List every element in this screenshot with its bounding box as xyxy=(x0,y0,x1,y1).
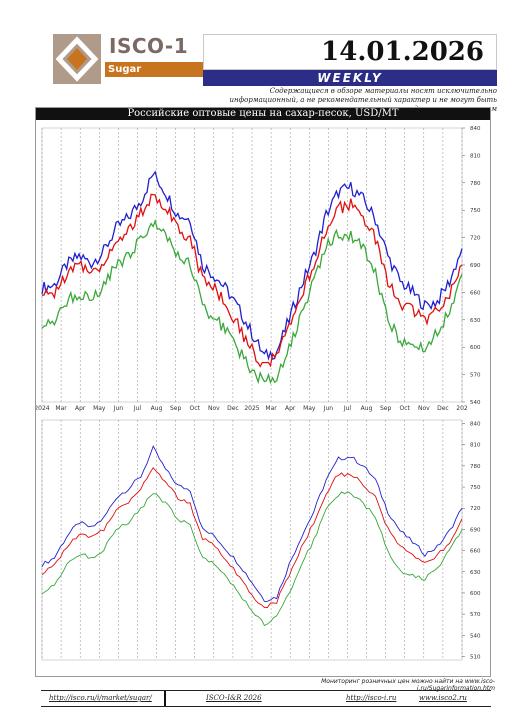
logo-subtitle: Sugar Monitoring xyxy=(105,62,203,90)
x-tick-label: Nov xyxy=(208,405,220,412)
y-tick-label: 600 xyxy=(470,591,481,597)
y-tick-label: 690 xyxy=(470,527,481,533)
y-tick-label: 660 xyxy=(470,290,481,296)
x-tick-label: Mar xyxy=(265,405,277,412)
footer-bar: http://isco.ru/i/market/sugar/ ISCO-I&R … xyxy=(41,690,491,707)
weekly-banner: WEEKLY xyxy=(203,70,497,86)
x-tick-label: Jul xyxy=(343,405,352,412)
footer-divider xyxy=(164,691,166,706)
x-tick-label: 2024 xyxy=(36,405,50,412)
y-tick-label: 780 xyxy=(470,464,481,470)
y-tick-label: 630 xyxy=(470,318,481,324)
series-high-line-1 xyxy=(41,170,463,361)
y-tick-label: 690 xyxy=(470,263,481,269)
footer-link-market[interactable]: http://isco.ru/i/market/sugar/ xyxy=(49,694,152,702)
footer-copyright: ISCO-I&R 2026 xyxy=(206,694,262,702)
y-tick-label: 810 xyxy=(470,443,481,449)
y-tick-label: 570 xyxy=(470,373,481,379)
y-tick-label: 780 xyxy=(470,181,481,187)
series-mid-line-2 xyxy=(41,466,463,608)
y-tick-label: 840 xyxy=(470,422,481,428)
x-tick-label: Oct xyxy=(190,405,201,412)
series-high-line-2 xyxy=(41,445,463,602)
x-tick-label: Apr xyxy=(75,405,86,412)
x-tick-label: Nov xyxy=(418,405,430,412)
x-tick-label: Oct xyxy=(400,405,411,412)
logo-emblem-icon xyxy=(53,34,101,84)
x-tick-label: Sep xyxy=(380,405,392,412)
x-tick-label: Aug xyxy=(151,405,163,412)
chart-title: Российские оптовые цены на сахар-песок, … xyxy=(36,108,490,120)
x-tick-label: Jul xyxy=(133,405,142,412)
x-tick-label: Jun xyxy=(113,405,124,412)
isco-logo: ISCO-1 Sugar Monitoring xyxy=(53,34,203,90)
logo-title: ISCO-1 xyxy=(109,34,189,58)
y-tick-label: 750 xyxy=(470,485,481,491)
y-tick-label: 510 xyxy=(470,654,481,660)
y-tick-label: 840 xyxy=(470,126,481,132)
x-tick-label: Mar xyxy=(55,405,67,412)
y-tick-label: 630 xyxy=(470,570,481,576)
x-tick-label: May xyxy=(93,405,106,412)
y-tick-label: 720 xyxy=(470,236,481,242)
series-low-line-1 xyxy=(41,218,463,385)
series-low-line-2 xyxy=(41,491,463,627)
report-date-bar: 14.01.2026 xyxy=(203,34,497,70)
footer-link-site2[interactable]: www.isco2.ru xyxy=(419,694,467,702)
footnote: Мониторинг розничных цен можно найти на … xyxy=(321,678,495,692)
x-tick-label: 202 xyxy=(456,405,468,412)
x-tick-label: Aug xyxy=(361,405,373,412)
y-tick-label: 660 xyxy=(470,549,481,555)
y-tick-label: 720 xyxy=(470,506,481,512)
chart-panel: Российские оптовые цены на сахар-песок, … xyxy=(35,107,491,677)
x-tick-label: Dec xyxy=(437,405,449,412)
series-mid-line-1 xyxy=(41,193,463,368)
x-tick-label: May xyxy=(303,405,316,412)
x-tick-label: Dec xyxy=(227,405,239,412)
x-tick-label: 2025 xyxy=(244,405,259,412)
x-tick-label: Apr xyxy=(285,405,296,412)
price-charts: 2024 Mar Apr May Jun Jul Aug Sep Oct Nov Dec 2025 Ma… xyxy=(36,126,481,660)
x-tick-label: Sep xyxy=(170,405,182,412)
y-tick-label: 750 xyxy=(470,208,481,214)
y-tick-label: 540 xyxy=(470,400,481,406)
x-tick-label: Jun xyxy=(323,405,334,412)
y-tick-label: 810 xyxy=(470,153,481,159)
y-tick-label: 600 xyxy=(470,345,481,351)
report-date: 14.01.2026 xyxy=(321,37,484,67)
footer-link-site[interactable]: http://isco-i.ru xyxy=(346,694,397,702)
y-tick-label: 570 xyxy=(470,612,481,618)
y-tick-label: 540 xyxy=(470,633,481,639)
